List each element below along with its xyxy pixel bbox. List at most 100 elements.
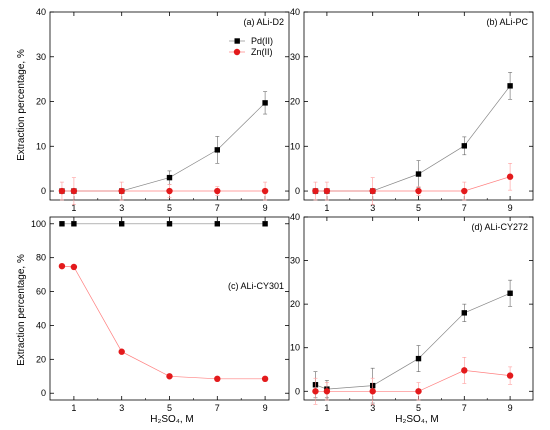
data-point-pd: [262, 221, 268, 227]
x-tick-label: 3: [119, 203, 124, 213]
data-point-zn: [166, 187, 173, 195]
data-point-zn: [58, 187, 66, 195]
plot-frame: [49, 216, 290, 401]
x-axis-label-right: H₂SO₄, M: [395, 414, 439, 425]
y-tick-label: 20: [36, 354, 46, 364]
y-tick-label: 40: [290, 212, 300, 222]
data-point-zn: [166, 373, 173, 380]
x-tick-label: 5: [416, 203, 421, 213]
y-tick-label: 40: [290, 7, 300, 17]
x-tick-label: 9: [508, 203, 513, 213]
panel-label: (c) ALi-CY301: [228, 281, 284, 291]
y-tick-label: 30: [290, 256, 300, 266]
y-axis-label-bottom: Extraction percentage, %: [16, 254, 27, 366]
y-tick-label: 30: [36, 52, 46, 62]
y-tick-label: 10: [290, 343, 300, 353]
data-point-pd: [119, 221, 125, 227]
data-point-pd: [461, 143, 467, 149]
data-point-pd: [214, 221, 220, 227]
x-tick-label: 3: [370, 203, 375, 213]
panel-label: (b) ALi-PC: [486, 17, 528, 27]
data-point-zn: [415, 388, 422, 395]
series-line-pdii: [315, 292, 511, 390]
data-point-zn: [506, 173, 514, 180]
x-tick-label: 7: [215, 403, 220, 413]
legend-marker-zn: [233, 48, 241, 56]
x-tick-label: 5: [167, 203, 172, 213]
data-point-zn: [214, 375, 221, 383]
y-tick-label: 0: [41, 388, 46, 398]
x-tick-label: 7: [215, 203, 220, 213]
data-point-pd: [166, 174, 173, 181]
series-line-pdii: [62, 102, 266, 192]
data-point-zn: [323, 388, 331, 395]
data-point-zn: [118, 348, 125, 355]
legend-marker-pd: [234, 38, 240, 44]
x-tick-label: 7: [462, 403, 467, 413]
legend-label: Zn(II): [251, 47, 273, 57]
y-tick-label: 0: [295, 386, 300, 396]
data-point-pd: [59, 221, 65, 227]
data-point-zn: [70, 263, 78, 271]
panel-a: 1 3 5 7 9 0 10 20 30 40 (a) ALi-D2 Pd(II)Zn(II): [36, 7, 290, 213]
data-point-pd: [461, 310, 467, 316]
y-tick-label: 20: [290, 97, 300, 107]
data-point-zn: [369, 388, 376, 395]
data-point-zn: [261, 375, 269, 383]
data-point-zn: [312, 187, 319, 195]
x-tick-label: 9: [263, 203, 268, 213]
data-point-pd: [214, 147, 220, 153]
y-tick-label: 0: [295, 186, 300, 196]
x-tick-label: 1: [71, 203, 76, 213]
data-point-zn: [261, 187, 269, 195]
x-tick-label: 9: [263, 403, 268, 413]
x-tick-label: 3: [119, 403, 124, 413]
data-point-pd: [166, 221, 173, 227]
panel-label: (a) ALi-D2: [243, 17, 284, 27]
y-tick-label: 20: [36, 97, 46, 107]
y-tick-label: 30: [290, 52, 300, 62]
x-tick-label: 3: [370, 403, 375, 413]
x-tick-label: 5: [416, 403, 421, 413]
y-tick-label: 0: [41, 186, 46, 196]
y-tick-label: 40: [36, 320, 46, 330]
data-point-pd: [415, 171, 422, 177]
y-tick-label: 40: [36, 7, 46, 17]
x-tick-label: 7: [462, 203, 467, 213]
x-tick-label: 1: [324, 203, 329, 213]
y-tick-label: 20: [290, 299, 300, 309]
data-point-zn: [506, 372, 514, 379]
data-point-zn: [461, 187, 468, 195]
data-point-zn: [58, 262, 66, 270]
x-tick-label: 5: [167, 403, 172, 413]
data-point-pd: [507, 290, 513, 296]
y-tick-label: 80: [36, 253, 46, 263]
data-point-zn: [415, 187, 422, 195]
y-tick-label: 10: [290, 141, 300, 151]
x-tick-label: 1: [324, 403, 329, 413]
x-axis-label-left: H₂SO₄, M: [150, 414, 194, 425]
series-line-znii: [315, 370, 511, 392]
panel-c: 1 3 5 7 9 0 20 40 60 80 100 (c) ALi-CY301: [31, 216, 290, 413]
data-point-zn: [214, 187, 221, 195]
data-point-zn: [323, 187, 331, 195]
panel-label: (d) ALi-CY272: [471, 222, 528, 232]
y-axis-label-top: Extraction percentage, %: [16, 49, 27, 161]
panel-d: 1 3 5 7 9 0 10 20 30 40 (d) ALi-CY272: [290, 212, 534, 413]
x-tick-label: 9: [508, 403, 513, 413]
panel-b: 1 3 5 7 9 0 10 20 30 40 (b) ALi-PC: [290, 7, 534, 213]
series-line-pdii: [315, 85, 511, 192]
x-tick-label: 1: [71, 403, 76, 413]
data-point-zn: [369, 187, 376, 195]
y-tick-label: 10: [36, 141, 46, 151]
data-point-pd: [262, 100, 268, 106]
y-tick-label: 60: [36, 287, 46, 297]
data-point-pd: [507, 83, 513, 89]
data-point-pd: [71, 221, 77, 227]
data-point-zn: [461, 367, 468, 374]
plot-frame: [303, 216, 534, 401]
legend-label: Pd(II): [251, 36, 273, 46]
data-point-zn: [118, 187, 125, 195]
data-point-zn: [312, 388, 319, 395]
